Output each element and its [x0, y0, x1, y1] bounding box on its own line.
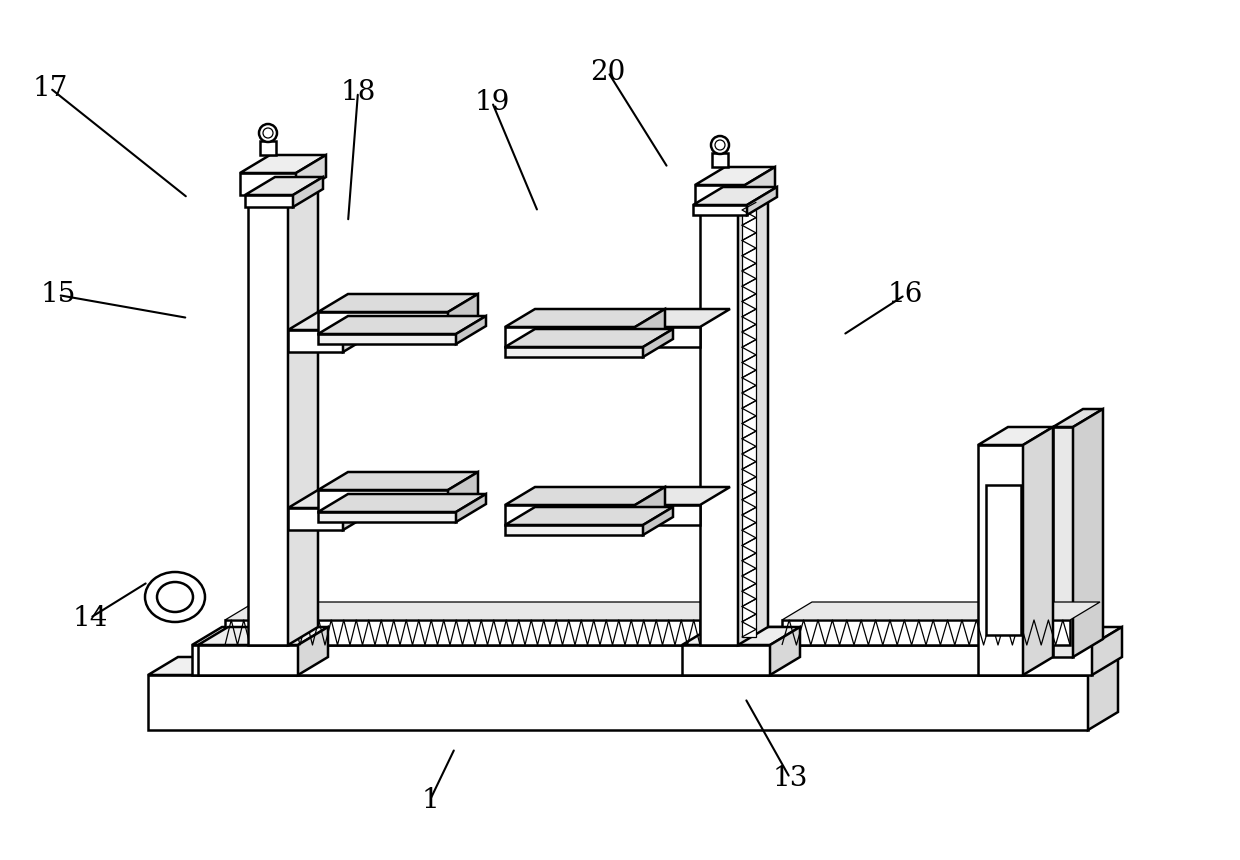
- Text: 18: 18: [340, 78, 376, 106]
- Polygon shape: [694, 167, 775, 185]
- Polygon shape: [248, 195, 288, 645]
- Text: 13: 13: [773, 765, 807, 791]
- Polygon shape: [505, 525, 644, 535]
- Polygon shape: [288, 177, 317, 645]
- Polygon shape: [317, 490, 448, 512]
- Polygon shape: [192, 627, 1122, 645]
- Polygon shape: [701, 187, 768, 205]
- Text: 20: 20: [590, 58, 626, 85]
- Polygon shape: [682, 627, 800, 645]
- Polygon shape: [448, 294, 477, 334]
- Polygon shape: [505, 347, 644, 357]
- Polygon shape: [456, 316, 486, 344]
- Polygon shape: [246, 177, 322, 195]
- Polygon shape: [644, 329, 673, 357]
- Polygon shape: [248, 177, 317, 195]
- Polygon shape: [246, 195, 293, 207]
- Circle shape: [263, 128, 273, 138]
- Polygon shape: [635, 505, 701, 525]
- Polygon shape: [1053, 427, 1073, 657]
- Text: 15: 15: [41, 281, 76, 309]
- Polygon shape: [782, 602, 1100, 620]
- Polygon shape: [693, 205, 746, 215]
- Polygon shape: [317, 494, 486, 512]
- Polygon shape: [317, 334, 456, 344]
- Polygon shape: [343, 312, 373, 352]
- Polygon shape: [343, 490, 373, 530]
- Polygon shape: [635, 309, 665, 347]
- Polygon shape: [198, 627, 329, 645]
- Polygon shape: [288, 312, 373, 330]
- Text: 17: 17: [32, 75, 68, 101]
- Polygon shape: [288, 508, 343, 530]
- Circle shape: [259, 124, 277, 142]
- Polygon shape: [505, 505, 635, 525]
- Polygon shape: [635, 327, 701, 347]
- Polygon shape: [198, 645, 298, 675]
- Polygon shape: [635, 487, 730, 505]
- Polygon shape: [1073, 409, 1104, 657]
- Polygon shape: [148, 657, 1118, 675]
- Polygon shape: [317, 472, 477, 490]
- Polygon shape: [694, 185, 745, 205]
- Polygon shape: [317, 316, 486, 334]
- Polygon shape: [782, 620, 1070, 645]
- Polygon shape: [505, 487, 665, 505]
- Polygon shape: [1023, 427, 1053, 675]
- Polygon shape: [241, 173, 296, 195]
- Polygon shape: [317, 294, 477, 312]
- Polygon shape: [712, 153, 728, 167]
- Polygon shape: [682, 645, 770, 675]
- Polygon shape: [505, 309, 665, 327]
- Polygon shape: [986, 485, 1021, 635]
- Circle shape: [711, 136, 729, 154]
- Polygon shape: [742, 210, 756, 637]
- Polygon shape: [456, 494, 486, 522]
- Polygon shape: [978, 445, 1023, 675]
- Circle shape: [715, 140, 725, 150]
- Polygon shape: [1087, 657, 1118, 730]
- Polygon shape: [192, 645, 1092, 675]
- Polygon shape: [505, 507, 673, 525]
- Polygon shape: [298, 627, 329, 675]
- Polygon shape: [448, 472, 477, 512]
- Text: 1: 1: [422, 787, 439, 814]
- Ellipse shape: [145, 572, 205, 622]
- Text: 14: 14: [72, 605, 108, 631]
- Polygon shape: [770, 627, 800, 675]
- Polygon shape: [317, 312, 448, 334]
- Polygon shape: [296, 155, 326, 195]
- Polygon shape: [635, 309, 730, 327]
- Text: 19: 19: [475, 89, 510, 115]
- Polygon shape: [260, 141, 277, 155]
- Ellipse shape: [157, 582, 193, 612]
- Polygon shape: [224, 620, 701, 645]
- Polygon shape: [148, 675, 1087, 730]
- Polygon shape: [1053, 409, 1104, 427]
- Polygon shape: [635, 487, 665, 525]
- Text: 16: 16: [888, 281, 923, 309]
- Polygon shape: [224, 602, 730, 620]
- Polygon shape: [505, 329, 673, 347]
- Polygon shape: [738, 187, 768, 645]
- Polygon shape: [505, 327, 635, 347]
- Polygon shape: [288, 330, 343, 352]
- Polygon shape: [317, 512, 456, 522]
- Polygon shape: [746, 187, 777, 215]
- Polygon shape: [288, 490, 373, 508]
- Polygon shape: [1092, 627, 1122, 675]
- Polygon shape: [293, 177, 322, 207]
- Polygon shape: [693, 187, 777, 205]
- Polygon shape: [745, 167, 775, 205]
- Polygon shape: [978, 427, 1053, 445]
- Polygon shape: [701, 205, 738, 645]
- Polygon shape: [241, 155, 326, 173]
- Polygon shape: [644, 507, 673, 535]
